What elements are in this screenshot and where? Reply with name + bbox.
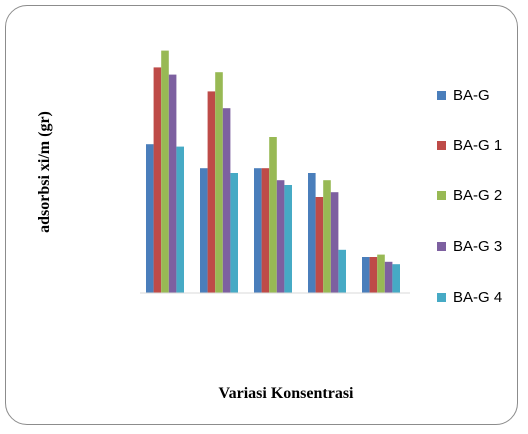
bar-series-2-category-3 bbox=[323, 180, 331, 293]
bar-series-3-category-1 bbox=[222, 108, 231, 293]
bar-series-2-category-1 bbox=[215, 72, 223, 293]
bar-series-4-category-1 bbox=[230, 173, 238, 293]
bar-series-1-category-2 bbox=[261, 168, 270, 293]
legend-label: BA-G 3 bbox=[453, 238, 503, 255]
legend-item: BA-G 1 bbox=[437, 137, 502, 154]
legend-label: BA-G 4 bbox=[453, 289, 503, 306]
bar-series-3-category-3 bbox=[330, 192, 339, 293]
legend-item: BA-G 3 bbox=[437, 238, 502, 255]
x-axis-label: Variasi Konsentrasi bbox=[218, 385, 354, 402]
bar-series-2-category-2 bbox=[269, 137, 277, 293]
legend-item: BA-G 2 bbox=[437, 187, 502, 204]
bar-series-4-category-3 bbox=[338, 249, 346, 293]
bar-series-0-category-2 bbox=[254, 168, 262, 293]
bar-series-1-category-0 bbox=[153, 67, 162, 294]
legend-swatch bbox=[437, 242, 446, 251]
bar-series-3-category-4 bbox=[384, 261, 393, 293]
bar-series-1-category-4 bbox=[369, 257, 378, 293]
bar-series-0-category-1 bbox=[200, 168, 208, 293]
bar-series-4-category-4 bbox=[392, 264, 400, 293]
legend-label: BA-G 1 bbox=[453, 137, 503, 154]
legend-swatch bbox=[437, 191, 446, 200]
legend-item: BA-G 4 bbox=[437, 289, 502, 306]
bar-series-4-category-2 bbox=[284, 185, 292, 293]
bar-series-4-category-0 bbox=[176, 146, 184, 293]
bar-series-0-category-0 bbox=[146, 144, 154, 293]
bar-series-2-category-4 bbox=[377, 254, 385, 293]
bar-series-2-category-0 bbox=[161, 50, 169, 293]
bar-series-1-category-3 bbox=[315, 197, 324, 293]
legend-swatch bbox=[437, 141, 446, 150]
legend-swatch bbox=[437, 293, 446, 302]
bar-series-0-category-3 bbox=[308, 173, 316, 293]
bar-series-1-category-1 bbox=[207, 91, 216, 294]
legend-label: BA-G 2 bbox=[453, 187, 503, 204]
legend-item: BA-G bbox=[437, 87, 490, 104]
bar-series-3-category-0 bbox=[168, 74, 177, 293]
bars-group bbox=[146, 50, 400, 294]
bar-series-3-category-2 bbox=[276, 180, 285, 293]
legend-label: BA-G bbox=[453, 87, 490, 104]
legend-swatch bbox=[437, 91, 446, 100]
bar-series-0-category-4 bbox=[362, 257, 370, 293]
